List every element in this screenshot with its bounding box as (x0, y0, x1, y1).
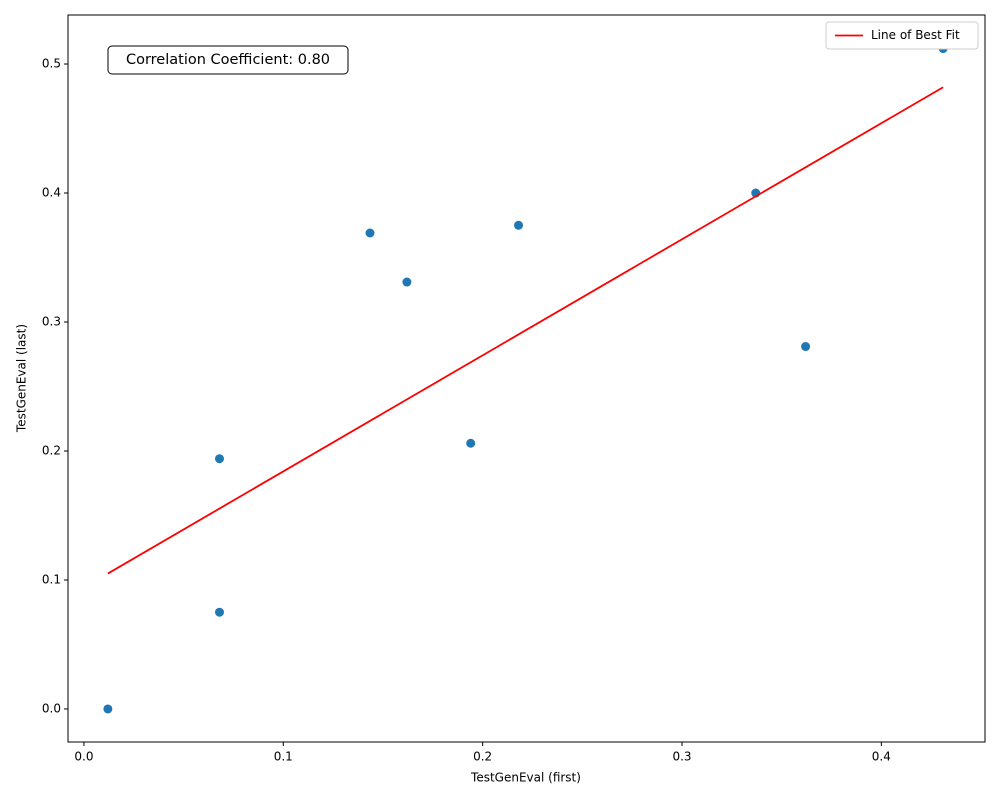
point (402, 277, 412, 287)
plot-frame (67, 14, 986, 743)
point (466, 438, 476, 448)
y-tick-label: 0.2 (42, 443, 61, 457)
y-axis-label: TestGenEval (last) (15, 324, 29, 433)
point (801, 342, 811, 352)
legend-label: Line of Best Fit (871, 28, 960, 42)
x-tick-label: 0.4 (872, 750, 891, 764)
point (215, 607, 225, 617)
y-tick-label: 0.0 (42, 701, 61, 715)
x-tick-label: 0.2 (473, 750, 492, 764)
point (103, 704, 113, 714)
x-tick-label: 0.3 (672, 750, 691, 764)
y-tick-label: 0.3 (42, 315, 61, 329)
x-axis-label: TestGenEval (first) (470, 771, 581, 785)
y-tick-label: 0.5 (42, 57, 61, 71)
point (215, 454, 225, 464)
x-tick-label: 0.0 (74, 750, 93, 764)
fit-line (107, 86, 944, 575)
y-tick-label: 0.4 (42, 186, 61, 200)
point (365, 228, 375, 238)
x-tick-label: 0.1 (274, 750, 293, 764)
annotation-box (107, 45, 349, 75)
point (514, 220, 524, 230)
y-tick-label: 0.1 (42, 572, 61, 586)
annotation: Correlation Coefficient: 0.80 (126, 52, 330, 68)
legend-box (825, 21, 979, 50)
